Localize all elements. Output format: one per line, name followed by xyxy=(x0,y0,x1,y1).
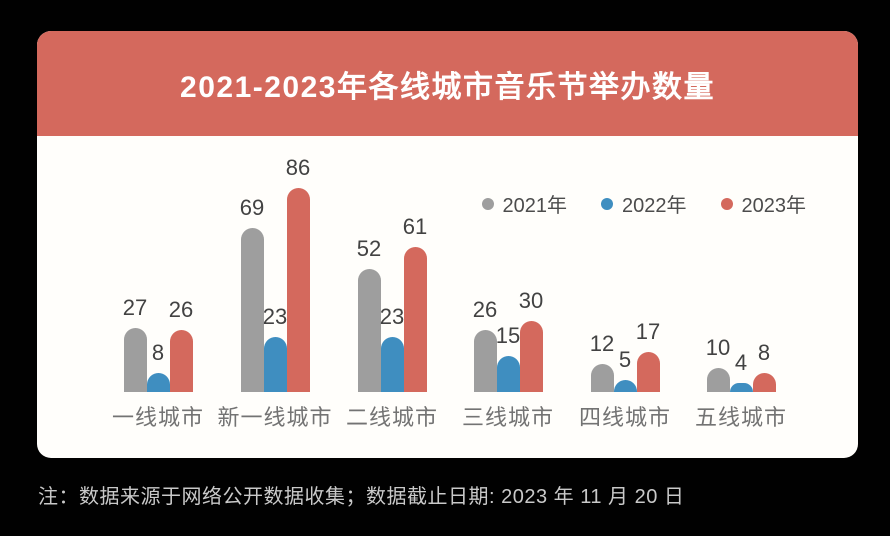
category-label-新一线城市: 新一线城市 xyxy=(217,405,333,430)
bar-2023年-二线城市: 61 xyxy=(403,214,427,392)
bar-2021年-四线城市: 12 xyxy=(590,331,614,392)
bar-2022年-五线城市: 4 xyxy=(729,350,753,392)
bar-value-label: 26 xyxy=(168,297,194,322)
legend-item-2021年: 2021年 xyxy=(481,189,568,218)
chart-card: 2021-2023年各线城市音乐节举办数量 2021年 2022年 2023年 27… xyxy=(37,31,858,458)
bar-value-label: 86 xyxy=(285,155,311,180)
bar-value-label: 5 xyxy=(618,347,632,372)
bar-2023年-五线城市: 8 xyxy=(752,340,776,392)
chart-area: 27 8 26 69 23 86 52 23 61 26 15 30 12 5 17 10 4 8 xyxy=(37,136,858,392)
bar-2022年-新一线城市: 23 xyxy=(263,304,287,392)
bar-value-label: 26 xyxy=(472,297,498,322)
legend: 2021年 2022年 2023年 xyxy=(481,189,807,218)
bar-2021年-新一线城市: 69 xyxy=(240,195,264,392)
category-label-一线城市: 一线城市 xyxy=(111,405,205,430)
category-label-五线城市: 五线城市 xyxy=(694,405,788,430)
bar-value-label: 30 xyxy=(518,288,544,313)
bar-value-label: 10 xyxy=(705,335,731,360)
legend-swatch-icon xyxy=(601,197,613,210)
bar-2021年-二线城市: 52 xyxy=(357,236,381,392)
legend-swatch-icon xyxy=(720,197,733,210)
bar-2023年-三线城市: 30 xyxy=(519,288,543,392)
bar-2022年-四线城市: 5 xyxy=(613,347,637,392)
bar-value-label: 23 xyxy=(379,304,405,329)
legend-label: 2023年 xyxy=(741,195,807,217)
bar-value-label: 69 xyxy=(239,195,265,220)
legend-swatch-icon xyxy=(481,197,494,210)
bar-value-label: 52 xyxy=(356,236,382,261)
category-label-二线城市: 二线城市 xyxy=(345,405,439,430)
category-label-四线城市: 四线城市 xyxy=(578,405,672,430)
bar-value-label: 8 xyxy=(757,340,771,365)
bar-2022年-二线城市: 23 xyxy=(380,304,404,392)
bar-value-label: 17 xyxy=(635,319,661,344)
bar-value-label: 8 xyxy=(151,340,165,365)
bar-value-label: 23 xyxy=(262,304,288,329)
bar-value-label: 4 xyxy=(734,350,748,375)
chart-title: 2021-2023年各线城市音乐节举办数量 xyxy=(180,70,715,104)
bar-2023年-新一线城市: 86 xyxy=(286,155,310,392)
bar-group-一线城市: 27 8 26 xyxy=(123,295,193,392)
bar-group-四线城市: 12 5 17 xyxy=(590,319,660,392)
legend-label: 2021年 xyxy=(502,195,568,217)
bar-group-新一线城市: 69 23 86 xyxy=(240,155,310,392)
bar-2023年-四线城市: 17 xyxy=(636,319,660,392)
bar-2023年-一线城市: 26 xyxy=(169,297,193,392)
footnote: 注：数据来源于网络公开数据收集；数据截止日期: 2023 年 11 月 20 日 xyxy=(38,486,685,508)
bar-value-label: 27 xyxy=(122,295,148,320)
legend-item-2022年: 2022年 xyxy=(601,189,687,218)
bar-2022年-一线城市: 8 xyxy=(146,340,170,392)
bar-2021年-五线城市: 10 xyxy=(706,335,730,392)
bar-2021年-一线城市: 27 xyxy=(123,295,147,392)
bar-value-label: 61 xyxy=(402,214,428,239)
bar-group-二线城市: 52 23 61 xyxy=(357,214,427,392)
bar-2021年-三线城市: 26 xyxy=(473,297,497,392)
bar-value-label: 12 xyxy=(589,331,615,356)
legend-item-2023年: 2023年 xyxy=(720,189,807,218)
chart-title-banner: 2021-2023年各线城市音乐节举办数量 xyxy=(37,31,858,136)
bar-group-五线城市: 10 4 8 xyxy=(706,335,776,392)
legend-label: 2022年 xyxy=(622,195,687,217)
bar-value-label: 15 xyxy=(495,323,521,348)
bar-2022年-三线城市: 15 xyxy=(496,323,520,392)
bar-group-三线城市: 26 15 30 xyxy=(473,288,543,392)
category-axis: 一线城市 新一线城市 二线城市 三线城市 四线城市 五线城市 xyxy=(37,400,858,430)
category-label-三线城市: 三线城市 xyxy=(461,405,555,430)
